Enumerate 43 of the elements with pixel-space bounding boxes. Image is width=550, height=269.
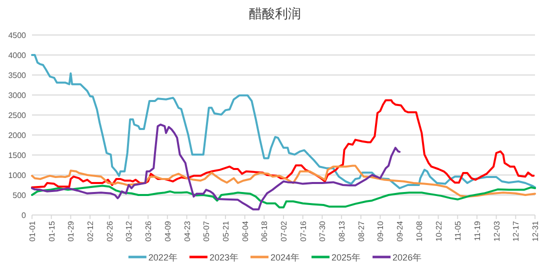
legend-label: 2023年 [209, 252, 238, 262]
x-tick-label: 04-23 [182, 220, 192, 242]
x-tick-label: 01-29 [66, 220, 76, 242]
legend-label: 2026年 [392, 252, 422, 262]
x-tick-label: 11-05 [454, 220, 463, 241]
x-tick-label: 10-22 [434, 220, 444, 242]
y-tick-label: 2000 [8, 131, 27, 140]
y-tick-label: 3000 [8, 91, 27, 100]
x-tick-label: 11-19 [472, 220, 482, 241]
x-tick-label: 05-21 [221, 220, 230, 242]
x-tick-label: 09-24 [396, 220, 405, 242]
legend-label: 2024年 [270, 252, 300, 262]
y-tick-label: 4000 [8, 51, 27, 60]
y-tick-label: 4500 [8, 31, 27, 40]
legend-label: 2025年 [332, 252, 361, 262]
y-tick-label: 3500 [8, 71, 27, 80]
x-tick-label: 01-01 [28, 220, 37, 242]
x-tick-label: 10-08 [414, 220, 424, 242]
x-tick-label: 07-16 [298, 220, 308, 242]
x-tick-label: 01-15 [47, 220, 56, 242]
y-tick-label: 500 [12, 191, 27, 200]
x-tick-label: 07-02 [280, 220, 288, 242]
x-tick-label: 04-09 [163, 220, 172, 242]
chart-title: 醋酸利润 [249, 6, 301, 21]
y-tick-label: 1000 [8, 171, 27, 180]
y-tick-label: 1500 [8, 151, 27, 160]
x-tick-label: 06-04 [240, 220, 250, 242]
x-tick-label: 06-18 [260, 220, 270, 242]
x-tick-label: 03-26 [144, 220, 154, 242]
x-tick-label: 05-07 [202, 220, 212, 242]
x-tick-label: 03-12 [124, 220, 134, 242]
x-tick-label: 02-12 [86, 220, 96, 242]
x-tick-label: 02-26 [105, 220, 114, 242]
x-tick-label: 08-27 [356, 220, 366, 242]
x-tick-label: 07-30 [318, 220, 328, 242]
x-tick-label: 08-13 [338, 220, 347, 242]
x-tick-label: 12-03 [492, 220, 502, 242]
legend-label: 2022年 [148, 252, 178, 262]
y-tick-label: 2500 [8, 111, 27, 120]
y-tick-label: 0 [22, 211, 27, 220]
x-tick-label: 12-31 [531, 220, 540, 242]
x-tick-label: 12-17 [512, 220, 521, 242]
x-tick-label: 09-10 [376, 220, 386, 242]
